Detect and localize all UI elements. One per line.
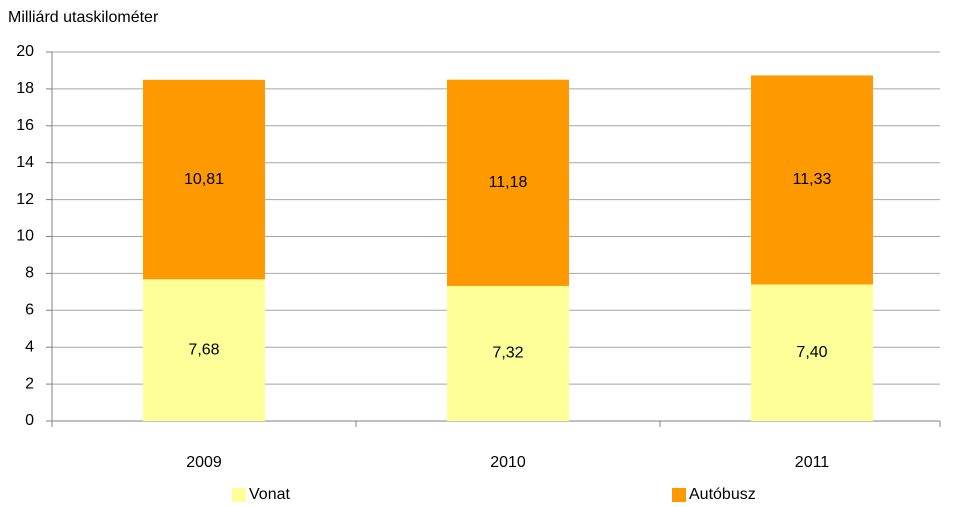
y-tick-label: 16 [16, 117, 34, 134]
data-label: 11,18 [489, 174, 528, 191]
data-label: 10,81 [184, 171, 224, 188]
x-tick-label: 2010 [490, 454, 526, 471]
y-tick-label: 14 [16, 154, 34, 171]
legend-label: Vonat [249, 486, 290, 503]
x-tick-label: 2011 [795, 454, 830, 471]
y-tick-label: 0 [25, 412, 34, 429]
bar-segment [447, 285, 569, 421]
legend-label: Autóbusz [689, 486, 756, 503]
y-tick-label: 18 [16, 80, 34, 97]
bar-segment [143, 79, 265, 280]
bar-segment [751, 284, 873, 421]
bar-segment [447, 79, 569, 286]
y-axis-title: Milliárd utaskilométer [8, 9, 159, 26]
y-tick-label: 8 [25, 265, 34, 282]
x-tick-label: 2009 [186, 454, 222, 471]
data-label: 7,68 [188, 341, 219, 358]
y-tick-label: 4 [25, 338, 34, 355]
bar-segment [751, 75, 873, 285]
data-label: 7,40 [796, 344, 827, 361]
data-label: 11,33 [793, 171, 832, 188]
data-label: 7,32 [492, 345, 523, 362]
legend-swatch [672, 488, 686, 502]
y-tick-label: 2 [25, 375, 34, 392]
y-tick-label: 10 [16, 228, 34, 245]
legend-swatch [232, 488, 246, 502]
y-tick-label: 12 [16, 191, 34, 208]
bar-segment [143, 279, 265, 421]
y-tick-label: 20 [16, 43, 34, 60]
y-tick-label: 6 [25, 302, 34, 319]
